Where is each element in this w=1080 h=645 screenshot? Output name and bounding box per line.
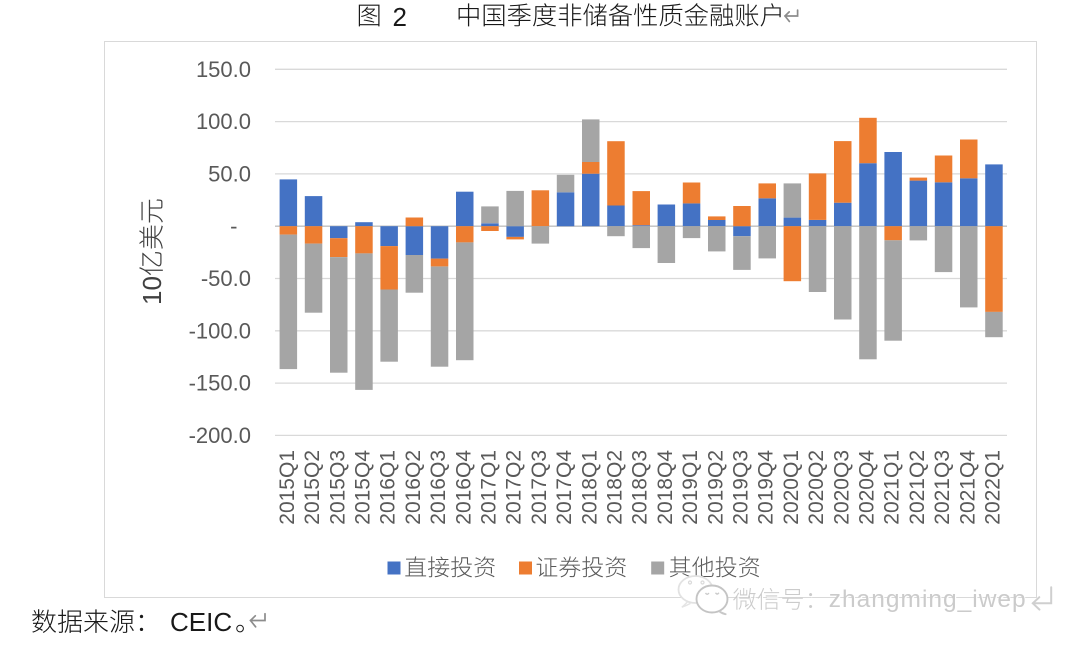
svg-text:-: - (230, 214, 237, 239)
svg-text:150.0: 150.0 (196, 57, 251, 82)
svg-text:2015Q4: 2015Q4 (352, 450, 375, 525)
svg-text:-50.0: -50.0 (201, 266, 251, 291)
svg-text:2015Q3: 2015Q3 (326, 450, 349, 525)
svg-text:10: 10 (137, 276, 167, 305)
svg-text:2021Q4: 2021Q4 (956, 450, 979, 525)
svg-text:2021Q3: 2021Q3 (931, 450, 954, 525)
svg-text:2020Q4: 2020Q4 (856, 450, 879, 525)
svg-text:2019Q2: 2019Q2 (704, 450, 727, 525)
svg-text:2016Q3: 2016Q3 (427, 450, 450, 525)
svg-text:-100.0: -100.0 (189, 318, 251, 343)
svg-text:2018Q3: 2018Q3 (629, 450, 652, 525)
svg-text:2022Q1: 2022Q1 (982, 450, 1005, 525)
svg-text:2020Q1: 2020Q1 (780, 450, 803, 525)
svg-text:2019Q1: 2019Q1 (679, 450, 702, 525)
svg-text:zhangming_iwep: zhangming_iwep (829, 586, 1027, 613)
svg-text:2018Q2: 2018Q2 (604, 450, 627, 525)
svg-text:2018Q1: 2018Q1 (578, 450, 601, 525)
svg-text:2016Q1: 2016Q1 (377, 450, 400, 525)
svg-text:2015Q1: 2015Q1 (276, 450, 299, 525)
svg-text:2019Q3: 2019Q3 (730, 450, 753, 525)
svg-text:-200.0: -200.0 (189, 423, 251, 448)
svg-text:2017Q3: 2017Q3 (528, 450, 551, 525)
svg-text:2018Q4: 2018Q4 (654, 450, 677, 525)
svg-text:2021Q1: 2021Q1 (881, 450, 904, 525)
svg-text:CEIC: CEIC (170, 607, 232, 637)
svg-text:2017Q1: 2017Q1 (478, 450, 501, 525)
svg-text:2020Q2: 2020Q2 (805, 450, 828, 525)
svg-text:2017Q2: 2017Q2 (503, 450, 526, 525)
svg-text:zhangming_iwep: zhangming_iwep (830, 587, 1028, 614)
svg-text:2020Q3: 2020Q3 (830, 450, 853, 525)
svg-text:2019Q4: 2019Q4 (755, 450, 778, 525)
svg-text:2016Q2: 2016Q2 (402, 450, 425, 525)
svg-text:2: 2 (393, 2, 407, 32)
svg-text:2021Q2: 2021Q2 (906, 450, 929, 525)
svg-text:50.0: 50.0 (208, 161, 251, 186)
svg-text:2015Q2: 2015Q2 (301, 450, 324, 525)
svg-text:2016Q4: 2016Q4 (452, 450, 475, 525)
svg-text:-150.0: -150.0 (189, 371, 251, 396)
svg-text:100.0: 100.0 (196, 109, 251, 134)
svg-text:2017Q4: 2017Q4 (553, 450, 576, 525)
